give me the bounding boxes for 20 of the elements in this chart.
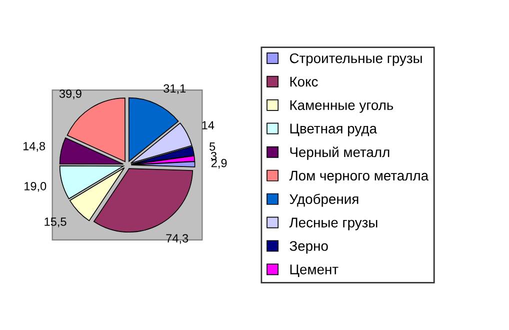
data-label: 19,0 (24, 182, 46, 192)
data-label: 15,5 (44, 218, 66, 228)
legend-label: Зерно (290, 241, 328, 254)
legend-label: Цемент (290, 264, 338, 277)
legend-label: Удобрения (290, 194, 358, 207)
legend-label: Лесные грузы (289, 218, 378, 230)
data-label: 5 (210, 142, 216, 151)
data-label: 14 (202, 121, 214, 130)
legend-label: Каменные уголь (290, 100, 394, 113)
data-label: 2,9 (211, 158, 227, 169)
data-label: 3 (210, 152, 217, 160)
legend-label: Строительные грузы (290, 53, 422, 66)
data-label: 39,9 (59, 90, 82, 100)
legend-label: Цветная руда (290, 124, 377, 136)
legend-label: Черный металл (290, 146, 390, 160)
data-label: 31,1 (164, 84, 186, 94)
legend-label: Лом черного металла (289, 170, 429, 184)
data-label: 74,3 (166, 234, 188, 244)
data-label: 14,8 (23, 142, 46, 152)
legend-label: Кокс (290, 76, 318, 87)
